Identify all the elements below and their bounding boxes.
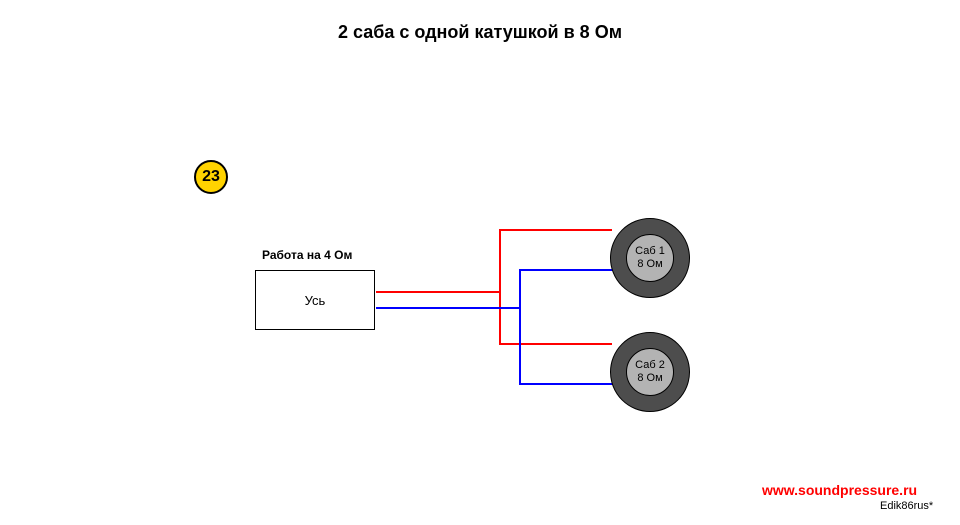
footer-credit: Edik86rus* xyxy=(880,500,933,512)
amp-load-label: Работа на 4 Ом xyxy=(262,248,352,262)
diagram-title: 2 саба с одной катушкой в 8 Ом xyxy=(0,22,960,43)
speaker-sub1-label: Саб 1 8 Ом xyxy=(635,245,665,271)
amplifier-text: Усь xyxy=(305,293,326,308)
diagram-number-badge: 23 xyxy=(194,160,228,194)
speaker-sub1-line2: 8 Ом xyxy=(637,258,662,270)
badge-number: 23 xyxy=(202,168,220,186)
speaker-sub2-label: Саб 2 8 Ом xyxy=(635,359,665,385)
footer-link[interactable]: www.soundpressure.ru xyxy=(762,482,917,498)
wiring-svg xyxy=(0,0,960,525)
speaker-sub1: Саб 1 8 Ом xyxy=(610,218,690,298)
speaker-sub2: Саб 2 8 Ом xyxy=(610,332,690,412)
speaker-sub2-line2: 8 Ом xyxy=(637,372,662,384)
speaker-sub2-line1: Саб 2 xyxy=(635,359,665,371)
speaker-sub1-line1: Саб 1 xyxy=(635,245,665,257)
amplifier-box: Усь xyxy=(255,270,375,330)
